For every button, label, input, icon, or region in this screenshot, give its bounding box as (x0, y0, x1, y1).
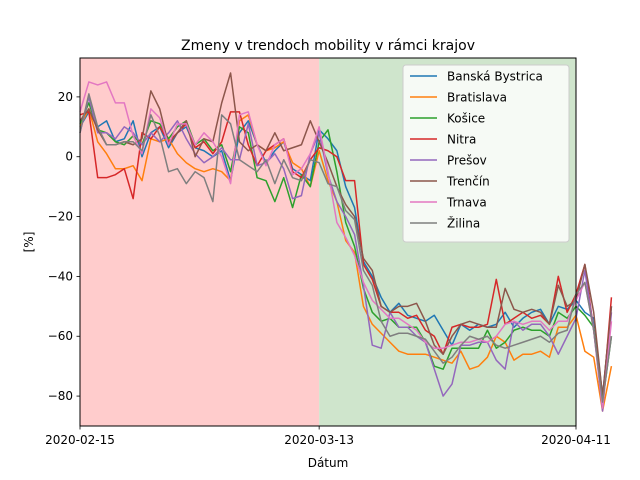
series-lines (79, 72, 613, 412)
y-tick-label: −40 (48, 269, 73, 283)
y-tick-label: −60 (48, 329, 73, 343)
y-tick-label: 20 (58, 90, 73, 104)
series-line-2 (79, 102, 613, 403)
series-line-4 (79, 96, 613, 412)
legend-label: Trnava (446, 196, 487, 210)
y-tick-label: −80 (48, 389, 73, 403)
x-axis-label: Dátum (308, 456, 349, 470)
series-line-7 (79, 93, 613, 403)
legend-label: Prešov (447, 154, 487, 168)
y-axis-label: [%] (22, 232, 36, 253)
legend: Banská Bystrica Bratislava Košice Nitra Preš… (402, 64, 570, 243)
x-tick-label: 2020-03-13 (284, 433, 354, 447)
x-axis: 2020-02-15 2020-03-13 2020-04-11 (45, 426, 611, 447)
legend-label: Košice (447, 112, 485, 126)
plot-frame (79, 57, 577, 427)
x-tick-label: 2020-02-15 (45, 433, 115, 447)
legend-label: Žilina (447, 216, 480, 231)
y-tick-label: −20 (48, 210, 73, 224)
x-tick-label: 2020-04-11 (541, 433, 611, 447)
series-line-6 (79, 81, 613, 409)
series-line-0 (79, 111, 613, 397)
chart-title: Zmeny v trendoch mobility v rámci krajov (181, 38, 475, 54)
legend-label: Bratislava (447, 91, 507, 105)
shaded-region-0 (80, 58, 320, 426)
legend-box (402, 64, 570, 243)
y-tick-label: 0 (65, 150, 73, 164)
legend-label: Banská Bystrica (447, 70, 543, 84)
y-axis: 20 0 −20 −40 −60 −80 (48, 90, 80, 403)
legend-label: Trenčín (446, 175, 490, 189)
legend-label: Nitra (447, 133, 476, 147)
